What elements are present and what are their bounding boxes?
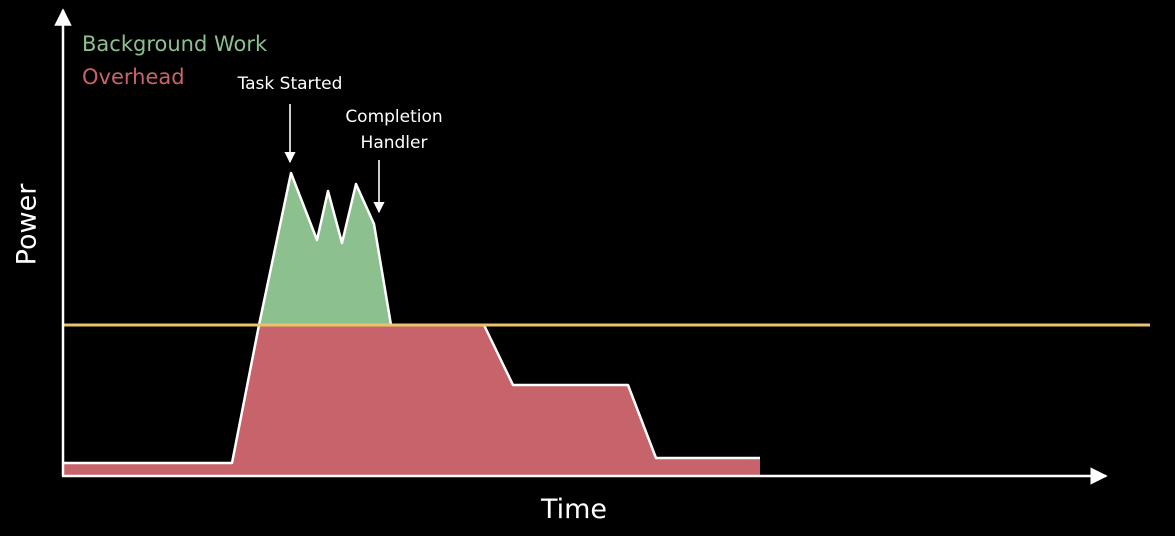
completion-handler-line2: Handler: [360, 133, 428, 153]
background-work-outline: [257, 171, 393, 326]
completion-handler-label: Completion Handler: [334, 104, 454, 156]
overhead-area: [62, 325, 760, 476]
x-axis-title: Time: [540, 494, 608, 525]
task-started-label: Task Started: [237, 74, 343, 94]
legend-overhead: Overhead: [82, 65, 185, 89]
y-axis-title: Power: [11, 183, 43, 266]
background-work-area: [259, 173, 391, 325]
legend-background-work: Background Work: [82, 32, 268, 56]
completion-handler-line1: Completion: [345, 107, 443, 127]
overhead-outline: [62, 323, 760, 465]
